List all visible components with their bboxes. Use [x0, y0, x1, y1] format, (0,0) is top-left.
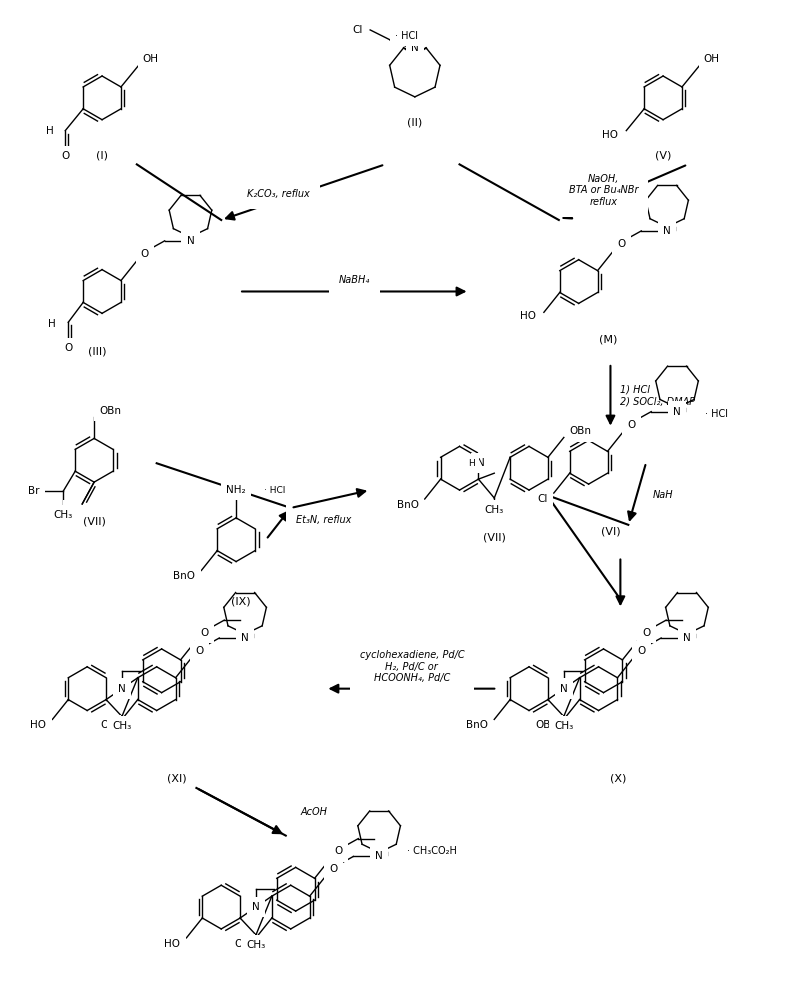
Text: (III): (III)	[88, 346, 106, 356]
Text: HO: HO	[520, 311, 536, 321]
Text: N: N	[411, 43, 419, 53]
Text: (IX): (IX)	[231, 596, 251, 606]
Text: BnO: BnO	[174, 571, 196, 581]
Text: O: O	[68, 505, 76, 515]
Text: HO: HO	[602, 130, 619, 140]
Text: N: N	[476, 458, 484, 468]
Text: (VI): (VI)	[601, 527, 620, 537]
Text: Cl: Cl	[538, 494, 548, 504]
Text: (I): (I)	[96, 150, 108, 160]
Text: O: O	[196, 646, 204, 656]
Text: N: N	[118, 684, 126, 694]
Text: OBn: OBn	[536, 720, 558, 730]
Text: 1) HCl
2) SOCl₂, DMAP: 1) HCl 2) SOCl₂, DMAP	[620, 385, 696, 407]
Text: OBn: OBn	[99, 406, 121, 416]
Text: AcOH: AcOH	[301, 807, 328, 817]
Text: O: O	[200, 628, 208, 638]
Text: CH₃: CH₃	[53, 510, 73, 520]
Text: (VII): (VII)	[83, 517, 105, 527]
Text: NH₂: NH₂	[226, 485, 246, 495]
Text: (M): (M)	[599, 334, 618, 344]
Text: · CH₃CO₂H: · CH₃CO₂H	[407, 846, 457, 856]
Text: (V): (V)	[655, 150, 671, 160]
Text: N: N	[241, 633, 249, 643]
Text: NaH: NaH	[653, 490, 674, 500]
Text: N: N	[186, 236, 194, 246]
Text: O: O	[61, 151, 69, 161]
Text: Br: Br	[28, 486, 39, 496]
Text: O: O	[141, 249, 149, 259]
Text: (XI): (XI)	[167, 773, 186, 783]
Text: OH: OH	[143, 54, 159, 64]
Text: O: O	[335, 846, 343, 856]
Text: BnO: BnO	[466, 720, 488, 730]
Text: O: O	[64, 343, 72, 353]
Text: CH₃: CH₃	[246, 940, 266, 950]
Text: K₂CO₃, reflux: K₂CO₃, reflux	[248, 189, 310, 199]
Text: N: N	[663, 226, 671, 236]
Text: Et₃N, reflux: Et₃N, reflux	[296, 515, 351, 525]
Text: HO: HO	[31, 720, 46, 730]
Text: CH₃: CH₃	[554, 721, 574, 731]
Text: BnO: BnO	[397, 500, 419, 510]
Text: Cl: Cl	[353, 25, 363, 35]
Text: N: N	[252, 902, 260, 912]
Text: OBn: OBn	[570, 426, 592, 436]
Text: O: O	[642, 628, 651, 638]
Text: CH₃: CH₃	[112, 721, 131, 731]
Text: · HCl: · HCl	[264, 486, 285, 495]
Text: H: H	[46, 126, 53, 136]
Text: N: N	[673, 407, 681, 417]
Text: · HCl: · HCl	[395, 31, 418, 41]
Text: H: H	[468, 459, 475, 468]
Text: OH: OH	[234, 939, 250, 949]
Text: (VII): (VII)	[483, 533, 505, 543]
Text: N: N	[560, 684, 567, 694]
Text: HO: HO	[164, 939, 181, 949]
Text: N: N	[683, 633, 691, 643]
Text: OH: OH	[703, 54, 720, 64]
Text: O: O	[618, 239, 626, 249]
Text: cyclohexadiene, Pd/C
H₂, Pd/C or
HCOONH₄, Pd/C: cyclohexadiene, Pd/C H₂, Pd/C or HCOONH₄…	[359, 650, 465, 683]
Text: (X): (X)	[610, 773, 626, 783]
Text: NaOH,
BTA or Bu₄NBr
reflux: NaOH, BTA or Bu₄NBr reflux	[569, 174, 638, 207]
Text: O: O	[329, 864, 338, 874]
Text: CH₃: CH₃	[485, 505, 504, 515]
Text: H: H	[48, 319, 55, 329]
Text: OH: OH	[100, 720, 116, 730]
Text: NaBH₄: NaBH₄	[339, 275, 370, 285]
Text: O: O	[627, 420, 636, 430]
Text: · HCl: · HCl	[705, 409, 728, 419]
Text: O: O	[637, 646, 645, 656]
Text: (II): (II)	[407, 118, 422, 128]
Text: N: N	[375, 851, 383, 861]
